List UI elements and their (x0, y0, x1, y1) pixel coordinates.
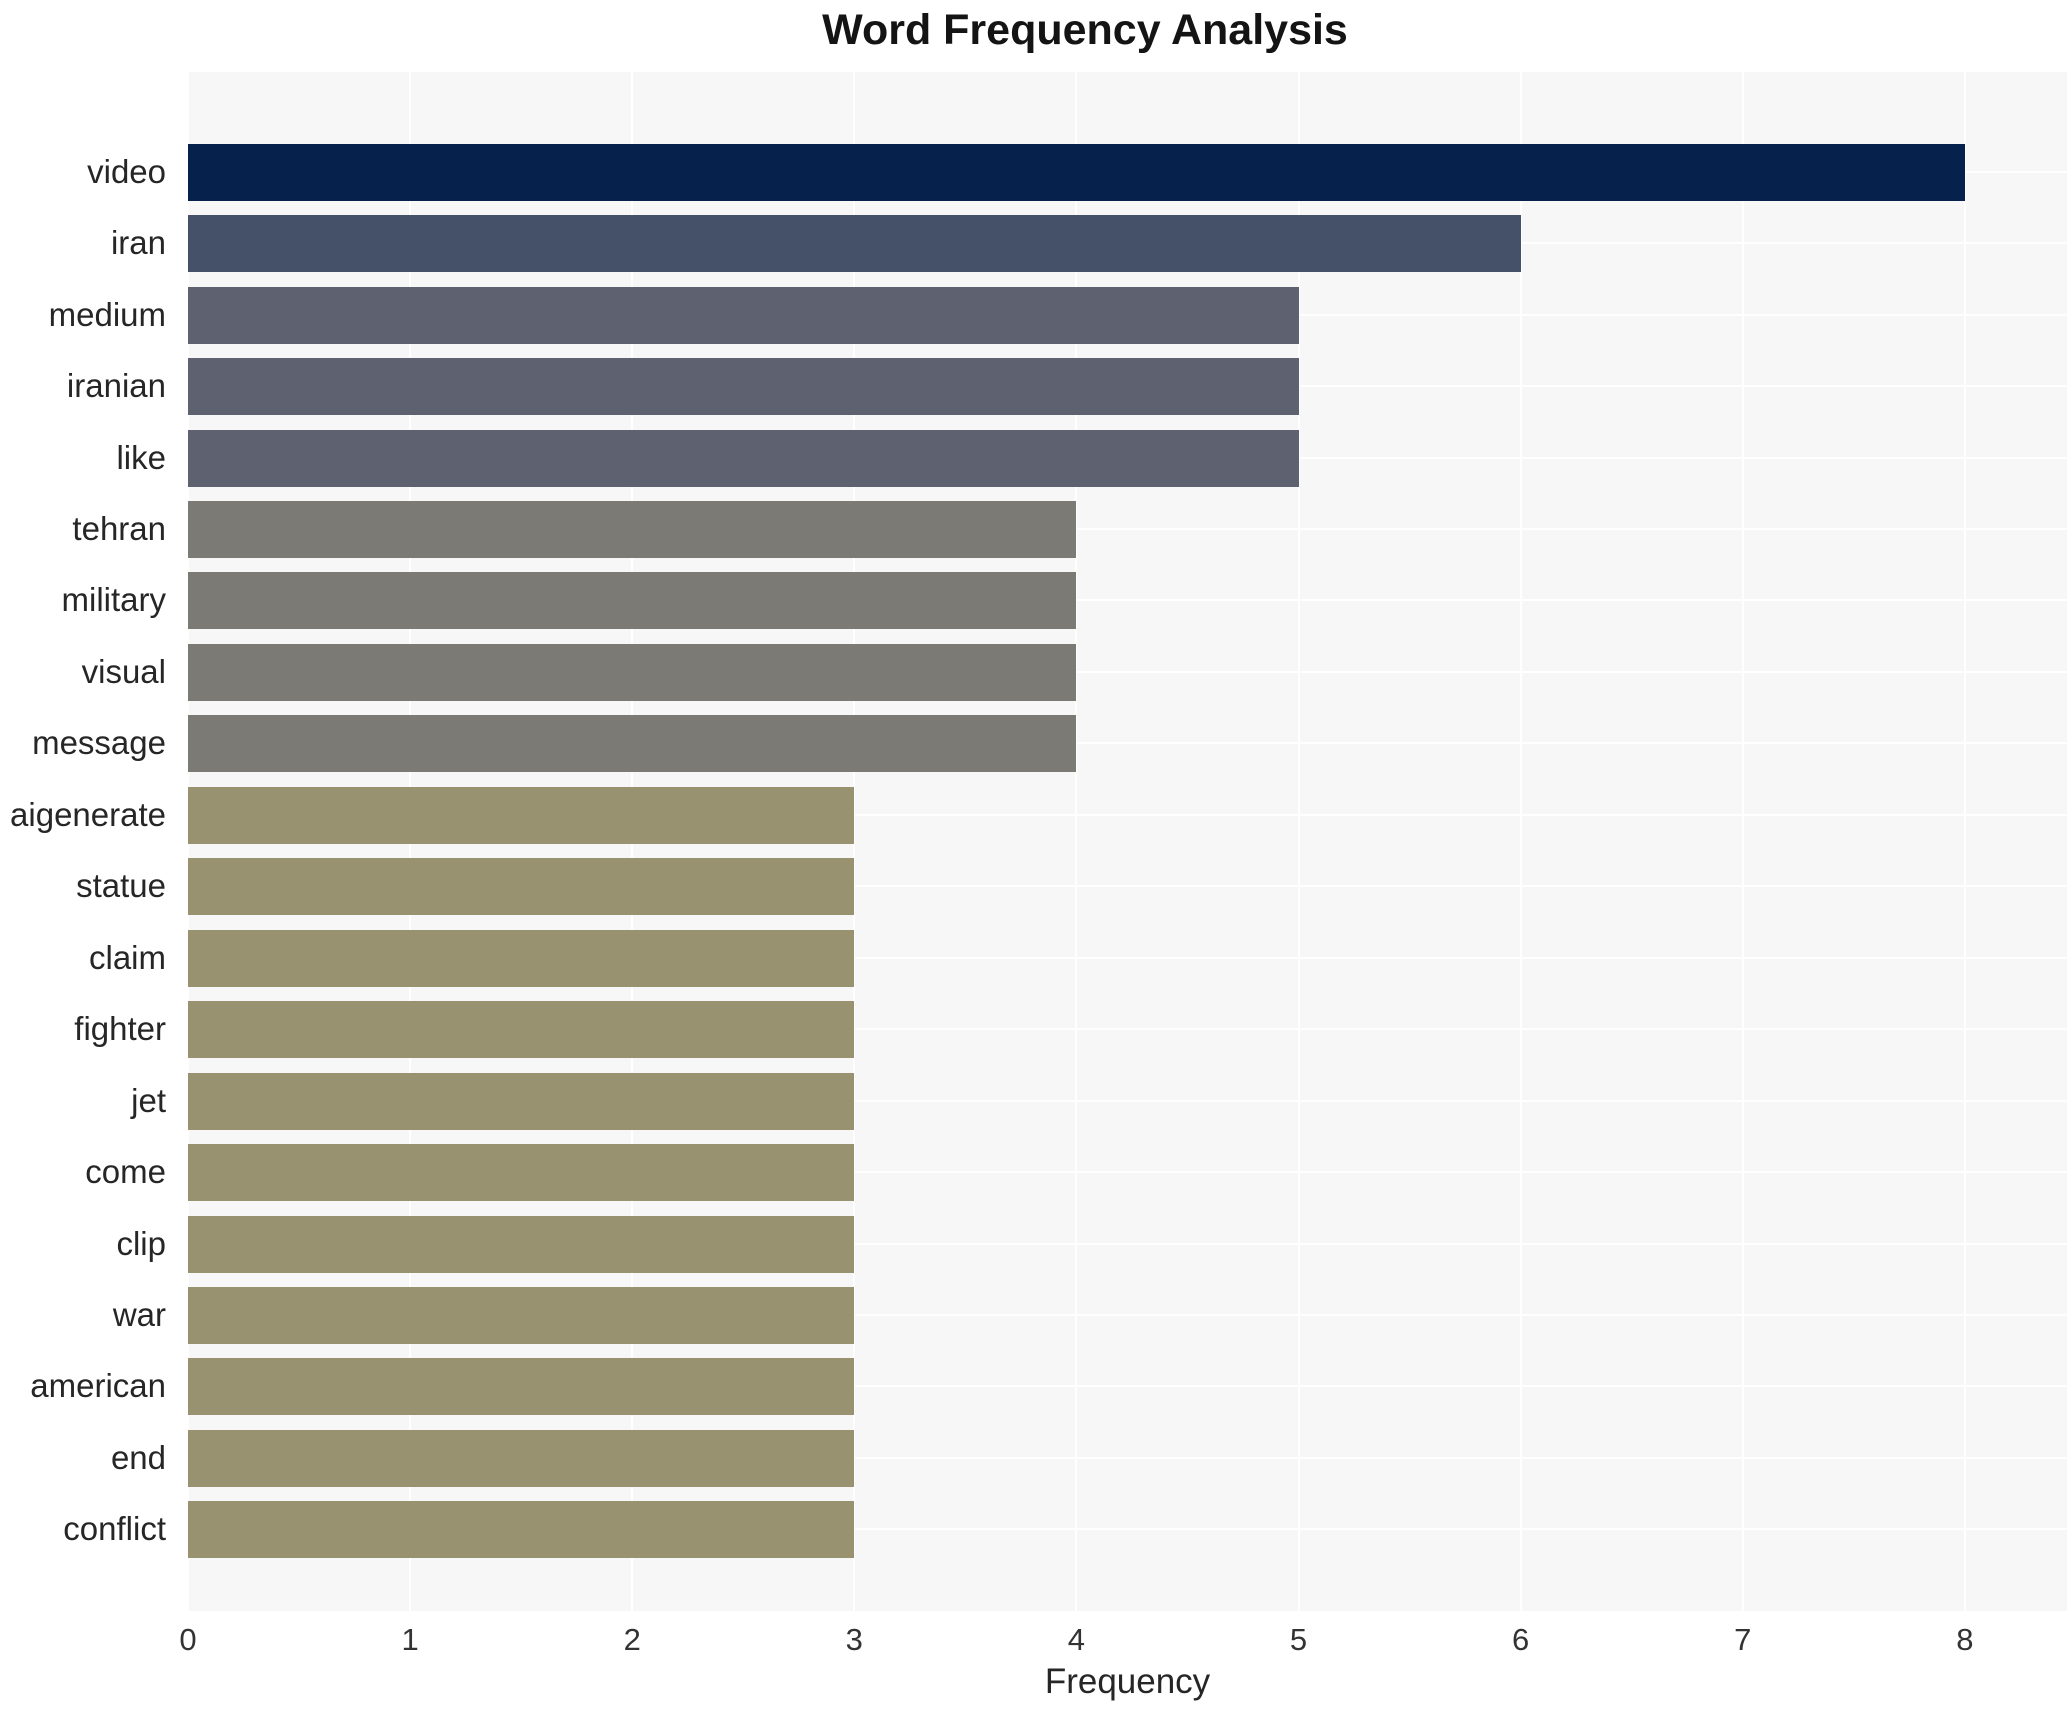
bar-visual (188, 643, 1077, 701)
gridline-horizontal (188, 1242, 2067, 1245)
y-tick-label: video (87, 152, 166, 190)
bar-row (188, 207, 2067, 278)
bar-medium (188, 286, 1299, 344)
bar-row (188, 136, 2067, 207)
gridline-horizontal (188, 1099, 2067, 1102)
y-tick-label: clip (116, 1224, 166, 1262)
bar-statue (188, 858, 855, 916)
bar-row (188, 993, 2067, 1064)
x-tick-label: 4 (1067, 1622, 1086, 1657)
gridline-horizontal (188, 670, 2067, 673)
bar-row (188, 422, 2067, 493)
gridline-horizontal (188, 1456, 2067, 1459)
bar-war (188, 1286, 855, 1344)
y-tick-label: come (85, 1153, 166, 1191)
gridline-vertical (1519, 72, 1522, 1611)
bar-iran (188, 215, 1521, 273)
x-tick-label: 3 (845, 1622, 863, 1657)
bar-message (188, 715, 1077, 773)
bar-end (188, 1429, 855, 1487)
bar-row (188, 1422, 2067, 1493)
bar-row (188, 779, 2067, 850)
gridline-horizontal (188, 1171, 2067, 1174)
gridline-horizontal (188, 742, 2067, 745)
bar-row (188, 708, 2067, 779)
bar-row (188, 1065, 2067, 1136)
chart-title: Word Frequency Analysis (822, 6, 1348, 54)
bar-american (188, 1358, 855, 1416)
gridline-vertical (1741, 72, 1744, 1611)
y-tick-label: statue (76, 867, 166, 905)
x-tick-label: 2 (623, 1622, 641, 1657)
y-tick-label: american (30, 1367, 166, 1405)
gridline-vertical (1075, 72, 1078, 1611)
x-tick-label: 0 (179, 1622, 197, 1657)
gridline-horizontal (188, 1385, 2067, 1388)
bar-row (188, 1208, 2067, 1279)
bar-jet (188, 1072, 855, 1130)
gridline-horizontal (188, 1313, 2067, 1316)
gridline-horizontal (188, 1528, 2067, 1531)
gridline-vertical (853, 72, 856, 1611)
x-axis-title: Frequency (1044, 1662, 1211, 1701)
gridline-vertical (1297, 72, 1300, 1611)
bar-row (188, 1494, 2067, 1565)
gridline-horizontal (188, 885, 2067, 888)
bar-row (188, 565, 2067, 636)
y-tick-label: fighter (74, 1010, 166, 1048)
bar-row (188, 1351, 2067, 1422)
bar-rows-container (188, 72, 2067, 1611)
y-axis-labels: video iran medium iranian like tehran military… (0, 72, 176, 1611)
bar-row (188, 350, 2067, 421)
bar-like (188, 429, 1299, 487)
y-tick-label: tehran (72, 509, 166, 547)
gridline-horizontal (188, 813, 2067, 816)
bar-come (188, 1144, 855, 1202)
bar-video (188, 143, 1965, 201)
y-tick-label: aigenerate (10, 795, 166, 833)
x-axis-ticks: 0 1 2 3 4 5 6 7 8 (179, 1622, 2067, 1664)
bar-aigenerate (188, 786, 855, 844)
x-tick-label: 1 (401, 1622, 419, 1657)
gridline-vertical (1963, 72, 1966, 1611)
y-tick-label: conflict (63, 1510, 166, 1548)
gridline-horizontal (188, 599, 2067, 602)
x-tick-label: 8 (1956, 1622, 1974, 1657)
y-tick-label: visual (81, 652, 166, 690)
y-tick-label: like (116, 438, 166, 476)
bar-fighter (188, 1001, 855, 1059)
y-tick-label: message (32, 724, 166, 762)
plot-area (187, 72, 2067, 1611)
y-tick-label: iranian (66, 367, 166, 405)
x-tick-label: 6 (1511, 1622, 1530, 1657)
x-tick-label: 7 (1734, 1622, 1752, 1657)
bar-row (188, 279, 2067, 350)
bar-claim (188, 929, 855, 987)
bar-row (188, 636, 2067, 707)
bar-iranian (188, 358, 1299, 416)
bar-row (188, 851, 2067, 922)
bar-row (188, 1136, 2067, 1207)
bar-row (188, 493, 2067, 564)
y-tick-label: medium (48, 295, 166, 333)
y-tick-label: jet (131, 1081, 166, 1119)
gridline-horizontal (188, 956, 2067, 959)
y-tick-label: war (112, 1295, 166, 1333)
bar-row (188, 1279, 2067, 1350)
bar-tehran (188, 500, 1077, 558)
y-tick-label: iran (110, 224, 166, 262)
bar-conflict (188, 1501, 855, 1559)
bar-clip (188, 1215, 855, 1273)
y-tick-label: claim (88, 938, 166, 976)
y-tick-label: end (110, 1438, 166, 1476)
x-tick-label: 5 (1289, 1622, 1308, 1657)
bar-military (188, 572, 1077, 630)
bar-row (188, 922, 2067, 993)
gridline-horizontal (188, 1028, 2067, 1031)
gridline-horizontal (188, 527, 2067, 530)
y-tick-label: military (61, 581, 167, 619)
